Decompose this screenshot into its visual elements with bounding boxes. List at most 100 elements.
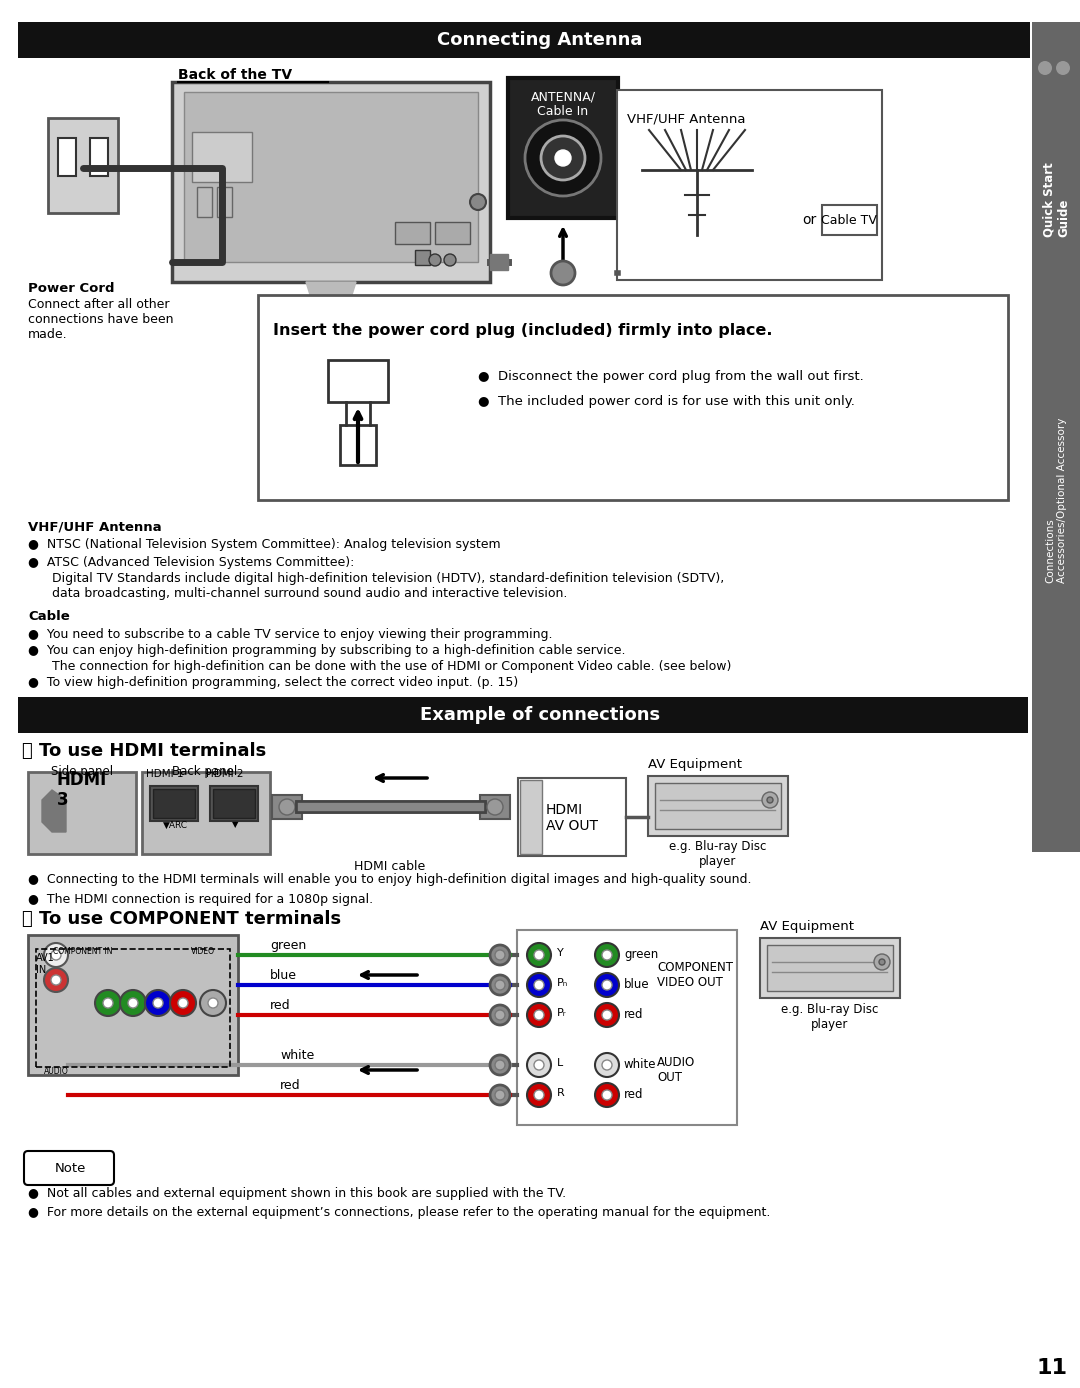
Text: ●  Not all cables and external equipment shown in this book are supplied with th: ● Not all cables and external equipment … bbox=[28, 1187, 566, 1201]
Circle shape bbox=[490, 1005, 510, 1024]
Text: Example of connections: Example of connections bbox=[420, 706, 660, 725]
Text: R: R bbox=[557, 1088, 565, 1098]
Text: HDMI
AV OUT: HDMI AV OUT bbox=[546, 802, 598, 833]
Text: Quick Start
Guide: Quick Start Guide bbox=[1042, 162, 1070, 237]
Circle shape bbox=[767, 797, 773, 804]
Text: blue: blue bbox=[270, 969, 297, 981]
Text: Back of the TV: Back of the TV bbox=[178, 68, 292, 82]
Circle shape bbox=[534, 1060, 544, 1070]
Text: AV Equipment: AV Equipment bbox=[648, 758, 742, 770]
Circle shape bbox=[490, 974, 510, 995]
Bar bbox=[58, 137, 76, 176]
Circle shape bbox=[490, 1055, 510, 1074]
Circle shape bbox=[527, 1053, 551, 1077]
Text: Cable: Cable bbox=[28, 609, 70, 623]
Text: ●  Connecting to the HDMI terminals will enable you to enjoy high-definition dig: ● Connecting to the HDMI terminals will … bbox=[28, 873, 752, 886]
Text: white: white bbox=[624, 1058, 657, 1072]
Text: HDMI 2: HDMI 2 bbox=[206, 769, 244, 779]
Bar bbox=[654, 783, 781, 829]
Text: Side panel: Side panel bbox=[51, 765, 113, 779]
Text: red: red bbox=[280, 1078, 300, 1092]
Bar bbox=[517, 930, 737, 1126]
Circle shape bbox=[444, 254, 456, 266]
Text: HDMI
3: HDMI 3 bbox=[57, 770, 107, 809]
Circle shape bbox=[495, 1090, 505, 1101]
Text: Note: Note bbox=[54, 1162, 85, 1174]
Text: VIDEO: VIDEO bbox=[191, 947, 215, 956]
Text: ●  To view high-definition programming, select the correct video input. (p. 15): ● To view high-definition programming, s… bbox=[28, 676, 518, 688]
Bar bbox=[519, 780, 542, 854]
Text: red: red bbox=[270, 999, 291, 1012]
Text: Connect after all other
connections have been
made.: Connect after all other connections have… bbox=[28, 298, 174, 341]
Circle shape bbox=[145, 990, 171, 1016]
Circle shape bbox=[429, 254, 441, 266]
Circle shape bbox=[534, 1010, 544, 1020]
Text: data broadcasting, multi-channel surround sound audio and interactive television: data broadcasting, multi-channel surroun… bbox=[52, 587, 567, 600]
Text: Connections
Accessories/Optional Accessory: Connections Accessories/Optional Accesso… bbox=[1045, 418, 1067, 583]
Circle shape bbox=[200, 990, 226, 1016]
Text: Pᵣ: Pᵣ bbox=[557, 1008, 567, 1017]
Circle shape bbox=[551, 261, 575, 285]
Bar bbox=[480, 795, 510, 819]
Text: ●  You can enjoy high-definition programming by subscribing to a high-definition: ● You can enjoy high-definition programm… bbox=[28, 644, 625, 657]
Text: Insert the power cord plug (included) firmly into place.: Insert the power cord plug (included) fi… bbox=[273, 323, 772, 339]
Text: Ⓑ To use COMPONENT terminals: Ⓑ To use COMPONENT terminals bbox=[22, 911, 341, 929]
Text: ▼ARC: ▼ARC bbox=[162, 820, 188, 830]
Circle shape bbox=[153, 998, 163, 1008]
Circle shape bbox=[534, 949, 544, 960]
Circle shape bbox=[527, 942, 551, 967]
Bar bbox=[213, 788, 255, 818]
Circle shape bbox=[51, 949, 60, 960]
Circle shape bbox=[595, 973, 619, 997]
Circle shape bbox=[44, 967, 68, 992]
Text: 11: 11 bbox=[1037, 1357, 1067, 1378]
Text: Cable TV: Cable TV bbox=[821, 214, 877, 226]
Bar bbox=[272, 795, 302, 819]
Circle shape bbox=[120, 990, 146, 1016]
Circle shape bbox=[103, 998, 113, 1008]
Text: ANTENNA/
Cable In: ANTENNA/ Cable In bbox=[530, 90, 595, 118]
Text: ●  The included power cord is for use with this unit only.: ● The included power cord is for use wit… bbox=[478, 396, 855, 408]
Text: ●  The HDMI connection is required for a 1080p signal.: ● The HDMI connection is required for a … bbox=[28, 892, 373, 906]
Text: AUDIO: AUDIO bbox=[43, 1067, 68, 1076]
Text: Digital TV Standards include digital high-definition television (HDTV), standard: Digital TV Standards include digital hig… bbox=[52, 572, 725, 584]
Polygon shape bbox=[306, 282, 356, 298]
Text: Power Cord: Power Cord bbox=[28, 282, 114, 296]
Circle shape bbox=[602, 949, 612, 960]
Circle shape bbox=[490, 945, 510, 965]
Circle shape bbox=[602, 1090, 612, 1101]
Text: blue: blue bbox=[624, 979, 650, 991]
Text: white: white bbox=[280, 1049, 314, 1062]
Circle shape bbox=[602, 980, 612, 990]
Bar bbox=[435, 222, 470, 244]
Circle shape bbox=[1056, 61, 1070, 75]
Circle shape bbox=[602, 1060, 612, 1070]
Text: ●  Disconnect the power cord plug from the wall out first.: ● Disconnect the power cord plug from th… bbox=[478, 371, 864, 383]
Bar bbox=[153, 788, 195, 818]
Circle shape bbox=[555, 150, 571, 167]
Circle shape bbox=[490, 1085, 510, 1105]
Text: Back panel: Back panel bbox=[173, 765, 238, 779]
Bar bbox=[340, 425, 376, 465]
Bar bbox=[822, 205, 877, 235]
Text: ●  You need to subscribe to a cable TV service to enjoy viewing their programmin: ● You need to subscribe to a cable TV se… bbox=[28, 627, 553, 641]
Text: red: red bbox=[624, 1008, 644, 1022]
Bar bbox=[141, 772, 270, 854]
Bar bbox=[192, 132, 252, 182]
Circle shape bbox=[44, 942, 68, 967]
Circle shape bbox=[495, 980, 505, 990]
Text: ▼: ▼ bbox=[232, 820, 239, 830]
Text: The connection for high-definition can be done with the use of HDMI or Component: The connection for high-definition can b… bbox=[52, 661, 731, 673]
Circle shape bbox=[495, 1010, 505, 1020]
Text: HDMI cable: HDMI cable bbox=[354, 861, 426, 873]
Circle shape bbox=[527, 1083, 551, 1108]
Text: red: red bbox=[624, 1088, 644, 1101]
Circle shape bbox=[178, 998, 188, 1008]
Circle shape bbox=[1038, 61, 1052, 75]
Circle shape bbox=[527, 1004, 551, 1027]
Bar bbox=[150, 786, 198, 820]
Bar bbox=[48, 118, 118, 212]
Circle shape bbox=[534, 1090, 544, 1101]
Text: COMPONENT IN: COMPONENT IN bbox=[53, 947, 112, 956]
Bar bbox=[648, 776, 788, 836]
